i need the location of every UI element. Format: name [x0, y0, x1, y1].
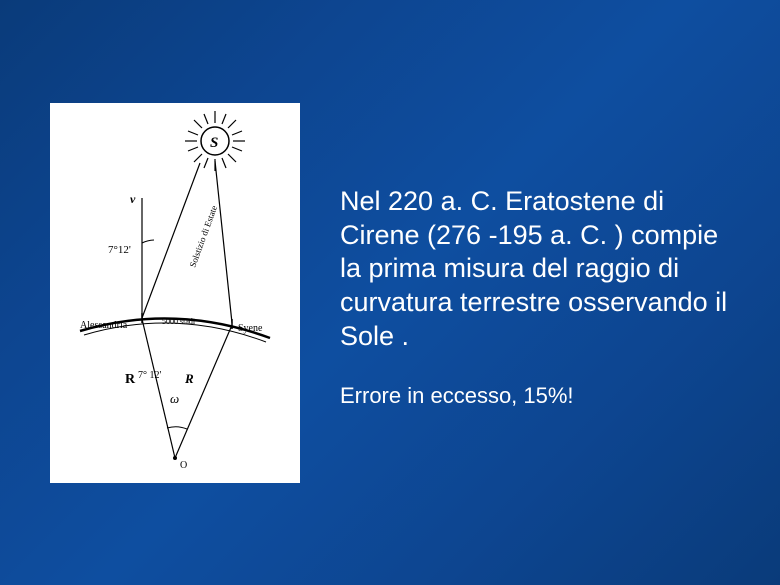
error-note: Errore in eccesso, 15%! — [340, 382, 730, 411]
main-paragraph: Nel 220 a. C. Eratostene di Cirene (276 … — [340, 185, 730, 354]
slide: S v 7°12' Solstizio di Estate Alessandri… — [0, 0, 780, 585]
omega-label: ω — [170, 391, 179, 406]
radius-left-label: R — [125, 372, 136, 387]
text-block: Nel 220 a. C. Eratostene di Cirene (276 … — [340, 175, 730, 410]
diagram-svg: S v 7°12' Solstizio di Estate Alessandri… — [50, 103, 300, 483]
sun-label: S — [210, 135, 218, 151]
eratosthenes-diagram: S v 7°12' Solstizio di Estate Alessandri… — [50, 103, 300, 483]
syene-label: Syene — [238, 323, 263, 334]
alessandria-label: Alessandria — [80, 320, 128, 331]
vertical-label: v — [130, 192, 136, 206]
solstice-label: Solstizio di Estate — [187, 204, 219, 269]
distance-label: 5000 stadi — [162, 317, 196, 326]
center-label: O — [180, 460, 187, 471]
radius-left — [142, 319, 175, 458]
angle-top-label: 7°12' — [108, 244, 131, 256]
angle-center-label: 7° 12' — [138, 370, 161, 381]
ray-syene — [215, 161, 232, 323]
radius-right — [175, 325, 232, 458]
radius-right-label: R — [184, 371, 194, 386]
